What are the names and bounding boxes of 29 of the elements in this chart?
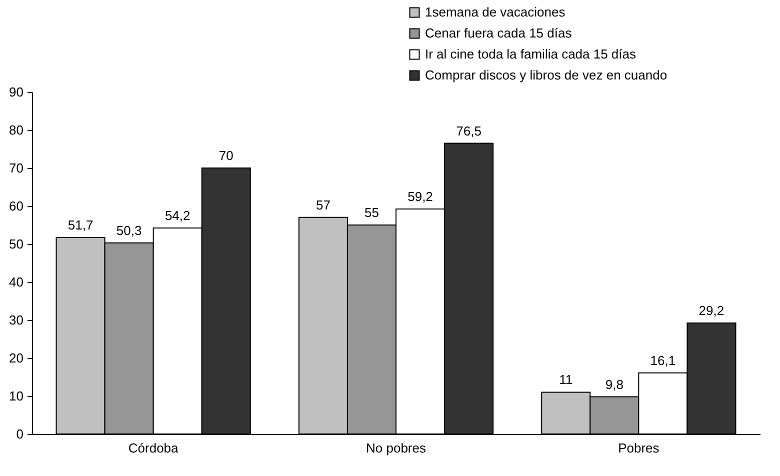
data-label: 76,5 bbox=[456, 123, 482, 138]
x-tick-label: No pobres bbox=[366, 440, 426, 456]
legend-label: 1semana de vacaciones bbox=[425, 4, 566, 20]
data-label: 29,2 bbox=[698, 303, 724, 318]
y-tick-label: 80 bbox=[9, 122, 24, 138]
data-label: 11 bbox=[559, 372, 573, 388]
data-label: 16,1 bbox=[650, 352, 676, 368]
data-label: 50,3 bbox=[116, 222, 142, 238]
y-tick-label: 40 bbox=[9, 274, 24, 290]
y-tick-label: 70 bbox=[9, 160, 24, 176]
data-label: 9,8 bbox=[605, 376, 624, 392]
data-label: 51,7 bbox=[68, 218, 94, 233]
legend-label: Ir al cine toda la familia cada 15 días bbox=[425, 46, 637, 62]
data-label: 59,2 bbox=[408, 189, 433, 204]
legend-label: Cenar fuera cada 15 días bbox=[425, 26, 572, 40]
y-tick-label: 30 bbox=[9, 312, 24, 328]
y-tick-label: 0 bbox=[16, 426, 24, 442]
data-label: 54,2 bbox=[164, 208, 190, 224]
legend-label: Comprar discos y libros de vez en cuando bbox=[425, 68, 668, 82]
y-tick-label: 90 bbox=[9, 84, 24, 100]
data-label: 55 bbox=[364, 205, 379, 220]
y-tick-label: 50 bbox=[9, 236, 24, 252]
data-label: 70 bbox=[218, 148, 234, 163]
data-label: 57 bbox=[316, 197, 330, 212]
x-tick-label: Córdoba bbox=[128, 440, 180, 456]
x-tick-label: Pobres bbox=[618, 440, 660, 456]
y-tick-label: 20 bbox=[9, 350, 24, 366]
y-tick-label: 60 bbox=[9, 198, 24, 214]
y-tick-label: 10 bbox=[9, 388, 24, 404]
